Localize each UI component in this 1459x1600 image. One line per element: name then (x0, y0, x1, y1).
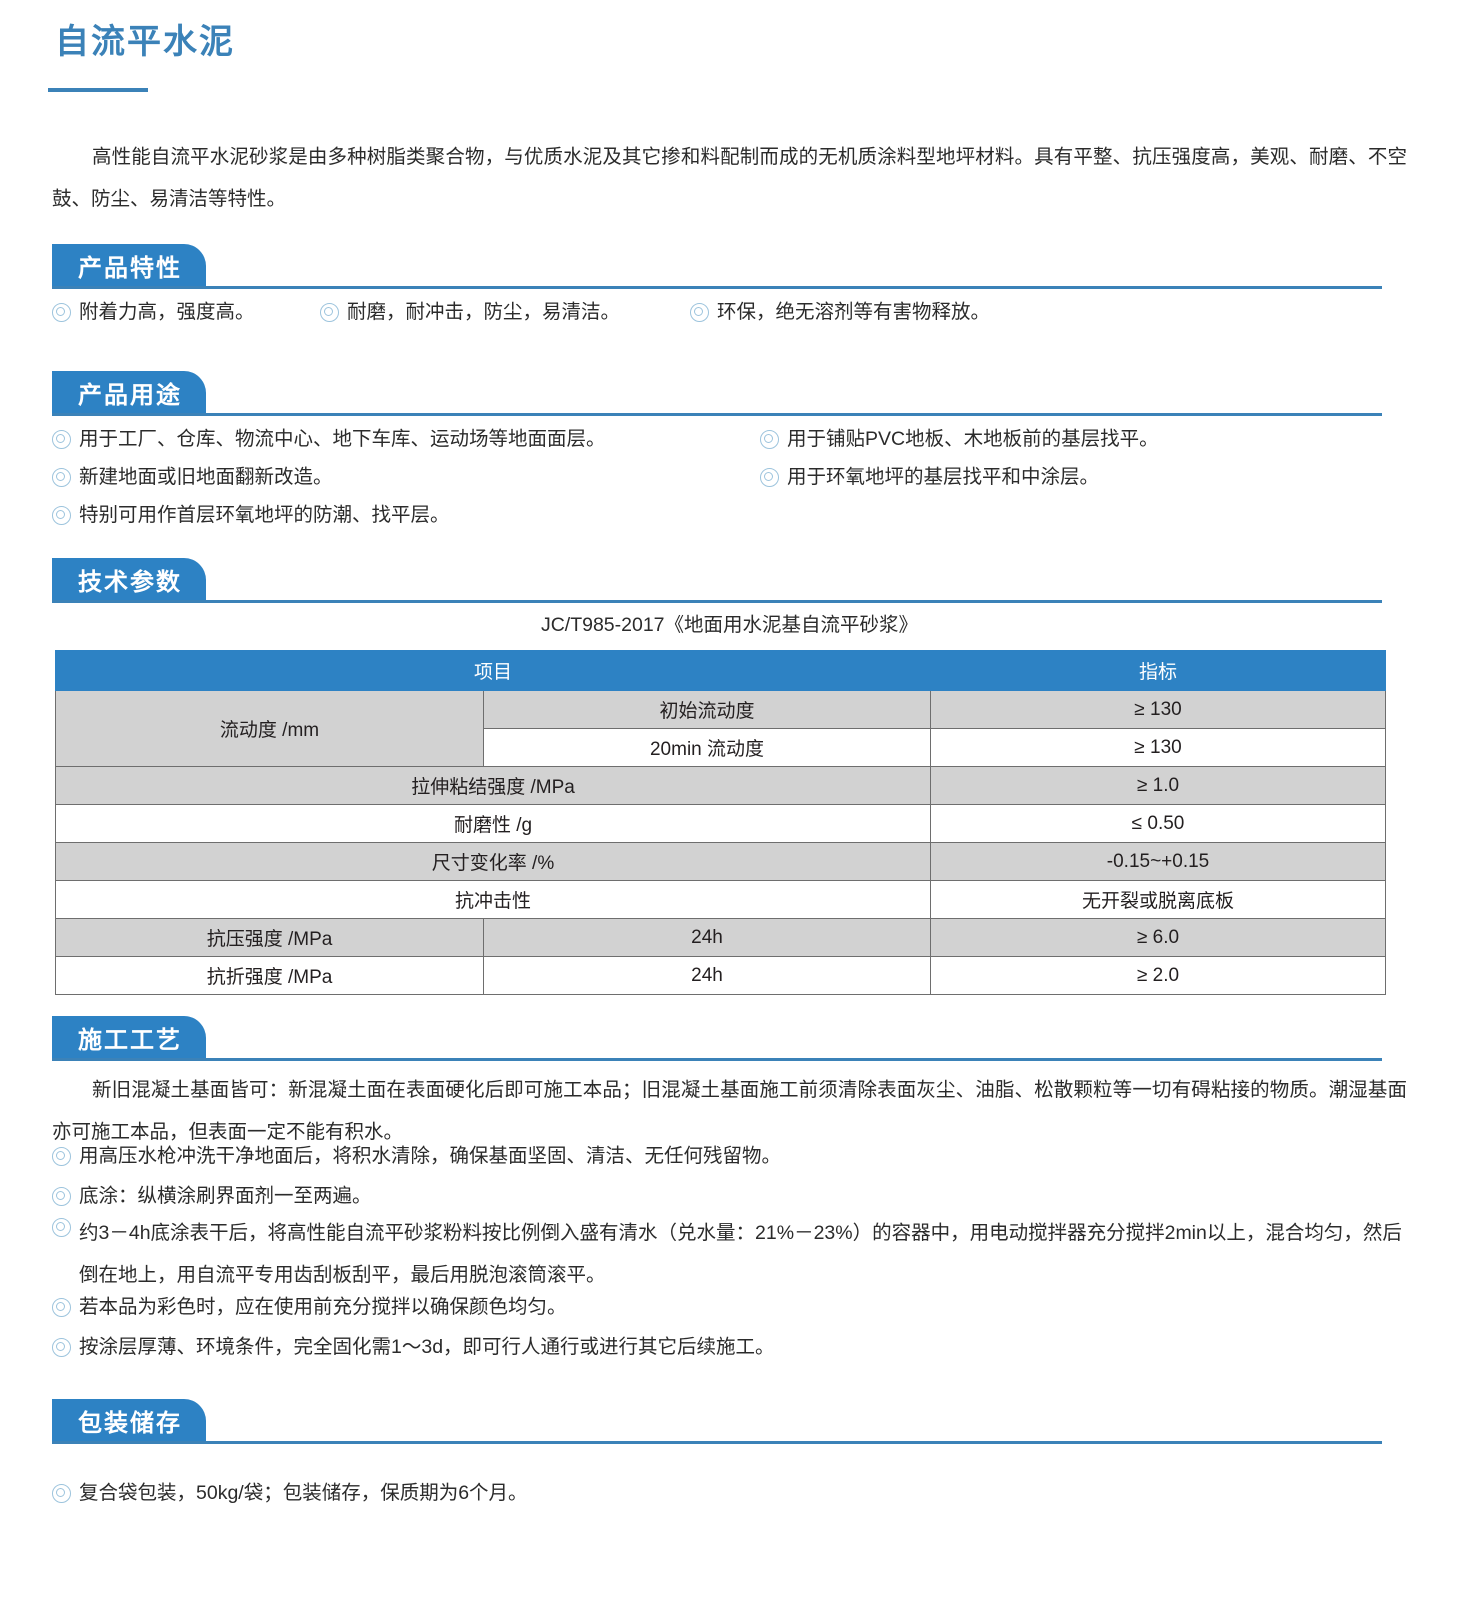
double-circle-bullet-icon (52, 1187, 71, 1206)
double-circle-bullet-icon (52, 1298, 71, 1317)
double-circle-bullet-icon (52, 1484, 71, 1503)
table-cell-value: ≥ 6.0 (930, 918, 1387, 957)
intro-paragraph: 高性能自流平水泥砂浆是由多种树脂类聚合物，与优质水泥及其它掺和料配制而成的无机质… (52, 146, 1407, 210)
table-cell-value: ≥ 2.0 (930, 956, 1387, 995)
table-cell-value: ≥ 130 (930, 690, 1387, 729)
table-row: 耐磨性 /g ≤ 0.50 (54, 804, 1387, 843)
section-header-features: 产品特性 (52, 244, 1382, 290)
list-item: 特别可用作首层环氧地坪的防潮、找平层。 (52, 500, 450, 530)
double-circle-bullet-icon (760, 468, 779, 487)
double-circle-bullet-icon (760, 430, 779, 449)
table-row: 流动度 /mm 初始流动度 ≥ 130 (55, 690, 1387, 767)
table-cell-sub: 24h (482, 956, 932, 995)
section-rule-features (52, 286, 1382, 289)
list-item: 新建地面或旧地面翻新改造。 (52, 462, 333, 492)
list-item-label: 约3－4h底涂表干后，将高性能自流平砂浆粉料按比例倒入盛有清水（兑水量：21%－… (79, 1222, 1402, 1286)
table-cell-value: ≤ 0.50 (930, 804, 1387, 843)
table-cell-sub: 20min 流动度 (482, 728, 932, 767)
section-header-tech: 技术参数 (52, 558, 1382, 604)
section-rule-uses (52, 413, 1382, 416)
table-row: 抗压强度 /MPa 24h ≥ 6.0 (55, 918, 1387, 957)
list-item-label: 按涂层厚薄、环境条件，完全固化需1～3d，即可行人通行或进行其它后续施工。 (79, 1336, 775, 1358)
section-header-uses: 产品用途 (52, 371, 1382, 417)
section-tab-tech: 技术参数 (52, 558, 206, 600)
section-tab-process: 施工工艺 (52, 1016, 206, 1058)
table-row: 抗冲击性 无开裂或脱离底板 (54, 880, 1387, 919)
table-cell-name: 抗冲击性 (54, 880, 932, 919)
table-cell-name: 抗压强度 /MPa (55, 918, 484, 957)
table-header-item: 项目 (54, 650, 932, 691)
standard-reference: JC/T985-2017《地面用水泥基自流平砂浆》 (540, 614, 919, 636)
table-header-index: 指标 (930, 650, 1387, 691)
table-cell-sub: 24h (482, 918, 932, 957)
table-cell-sub: 初始流动度 (482, 690, 932, 729)
double-circle-bullet-icon (52, 1218, 71, 1237)
list-item-label: 用于工厂、仓库、物流中心、地下车库、运动场等地面面层。 (79, 428, 606, 450)
list-item: 附着力高，强度高。 (52, 297, 255, 327)
section-title-process: 施工工艺 (78, 1026, 182, 1054)
section-rule-process (52, 1058, 1382, 1061)
list-item: 环保，绝无溶剂等有害物释放。 (690, 297, 990, 327)
list-item: 耐磨，耐冲击，防尘，易清洁。 (320, 297, 620, 327)
technical-parameters-table: 项目 指标 流动度 /mm 初始流动度 ≥ 130 20min 流动度 ≥ 13… (54, 650, 1387, 995)
list-item-label: 耐磨，耐冲击，防尘，易清洁。 (347, 301, 621, 323)
list-item: 若本品为彩色时，应在使用前充分搅拌以确保颜色均匀。 (52, 1292, 567, 1322)
list-item: 用高压水枪冲洗干净地面后，将积水清除，确保基面坚固、清洁、无任何残留物。 (52, 1141, 781, 1171)
table-cell-name: 尺寸变化率 /% (54, 842, 932, 881)
list-item-label: 复合袋包装，50kg/袋；包装储存，保质期为6个月。 (79, 1482, 528, 1504)
list-item: 约3－4h底涂表干后，将高性能自流平砂浆粉料按比例倒入盛有清水（兑水量：21%－… (52, 1212, 1407, 1296)
double-circle-bullet-icon (52, 1338, 71, 1357)
double-circle-bullet-icon (320, 303, 339, 322)
section-header-process: 施工工艺 (52, 1016, 1382, 1062)
list-item: 复合袋包装，50kg/袋；包装储存，保质期为6个月。 (52, 1478, 528, 1508)
section-header-packaging: 包装储存 (52, 1399, 1382, 1445)
section-title-packaging: 包装储存 (78, 1409, 182, 1437)
section-tab-features: 产品特性 (52, 244, 206, 286)
list-item-label: 新建地面或旧地面翻新改造。 (79, 466, 333, 488)
list-item-label: 用于铺贴PVC地板、木地板前的基层找平。 (787, 428, 1159, 450)
list-item-label: 环保，绝无溶剂等有害物释放。 (717, 301, 991, 323)
section-title-uses: 产品用途 (78, 381, 182, 409)
process-paragraph: 新旧混凝土基面皆可：新混凝土面在表面硬化后即可施工本品；旧混凝土基面施工前须清除… (52, 1079, 1407, 1143)
double-circle-bullet-icon (52, 303, 71, 322)
list-item-label: 附着力高，强度高。 (79, 301, 255, 323)
table-row: 抗折强度 /MPa 24h ≥ 2.0 (55, 956, 1387, 995)
section-title-features: 产品特性 (78, 254, 182, 282)
table-cell-name: 抗折强度 /MPa (55, 956, 484, 995)
list-item-label: 用于环氧地坪的基层找平和中涂层。 (787, 466, 1100, 488)
double-circle-bullet-icon (52, 506, 71, 525)
table-cell-name: 拉伸粘结强度 /MPa (54, 766, 932, 805)
section-title-tech: 技术参数 (78, 568, 182, 596)
list-item: 用于工厂、仓库、物流中心、地下车库、运动场等地面面层。 (52, 424, 606, 454)
double-circle-bullet-icon (52, 430, 71, 449)
table-row: 尺寸变化率 /% -0.15~+0.15 (54, 842, 1387, 881)
double-circle-bullet-icon (52, 468, 71, 487)
section-rule-tech (52, 600, 1382, 603)
list-item: 用于铺贴PVC地板、木地板前的基层找平。 (760, 424, 1159, 454)
table-row: 拉伸粘结强度 /MPa ≥ 1.0 (54, 766, 1387, 805)
list-item: 底涂：纵横涂刷界面剂一至两遍。 (52, 1181, 372, 1211)
section-tab-packaging: 包装储存 (52, 1399, 206, 1441)
list-item-label: 特别可用作首层环氧地坪的防潮、找平层。 (79, 504, 450, 526)
table-cell-value: 无开裂或脱离底板 (930, 880, 1387, 919)
list-item: 按涂层厚薄、环境条件，完全固化需1～3d，即可行人通行或进行其它后续施工。 (52, 1332, 775, 1362)
list-item-label: 底涂：纵横涂刷界面剂一至两遍。 (79, 1185, 372, 1207)
table-cell-name: 耐磨性 /g (54, 804, 932, 843)
section-rule-packaging (52, 1441, 1382, 1444)
double-circle-bullet-icon (690, 303, 709, 322)
table-row: 20min 流动度 ≥ 130 (56, 728, 1387, 767)
list-item-label: 若本品为彩色时，应在使用前充分搅拌以确保颜色均匀。 (79, 1296, 567, 1318)
title-underline (48, 88, 148, 92)
double-circle-bullet-icon (52, 1147, 71, 1166)
table-cell-value: ≥ 1.0 (930, 766, 1387, 805)
table-cell-value: -0.15~+0.15 (930, 842, 1387, 881)
table-cell-value: ≥ 130 (930, 728, 1387, 767)
page-title: 自流平水泥 (55, 23, 235, 61)
list-item-label: 用高压水枪冲洗干净地面后，将积水清除，确保基面坚固、清洁、无任何残留物。 (79, 1145, 782, 1167)
list-item: 用于环氧地坪的基层找平和中涂层。 (760, 462, 1099, 492)
table-header-row: 项目 指标 (54, 650, 1387, 691)
section-tab-uses: 产品用途 (52, 371, 206, 413)
table-cell-name: 流动度 /mm (55, 690, 484, 767)
